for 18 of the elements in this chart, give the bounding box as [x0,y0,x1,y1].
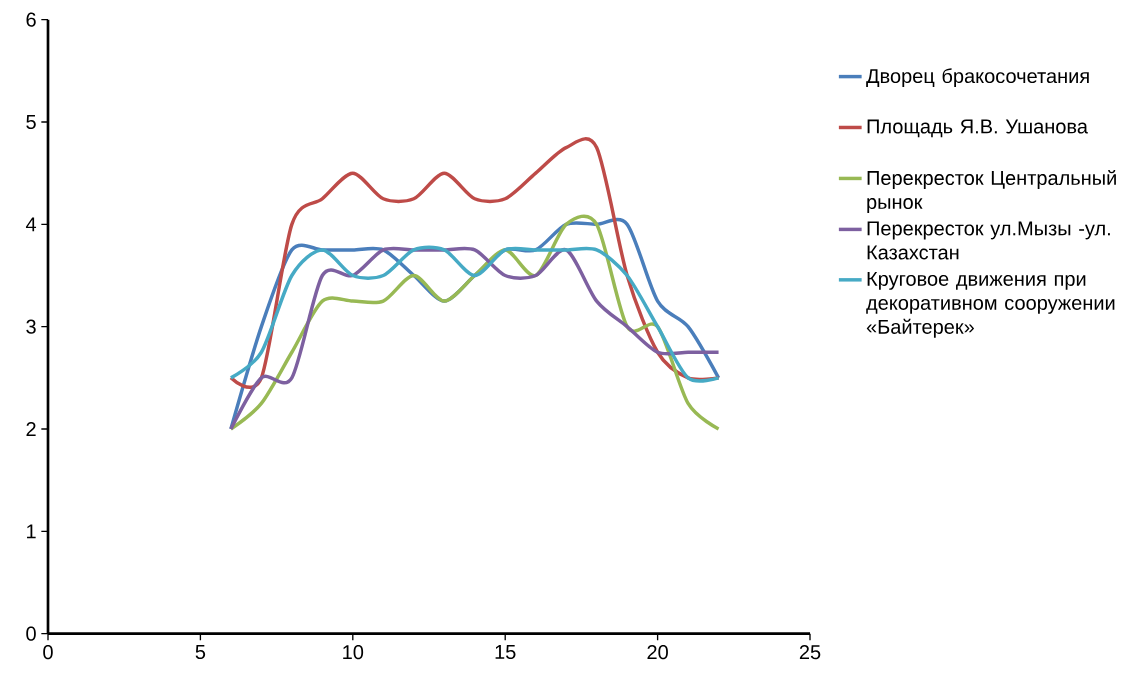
y-tick-label: 3 [26,319,36,334]
x-tick-label: 15 [495,645,516,659]
x-tick-label: 10 [343,645,364,660]
y-tick-label: 0 [26,626,36,641]
x-tick-label: 5 [195,645,206,659]
x-tick-label: 0 [43,645,53,660]
legend-label: Площадь Я.В. Ушанова [867,119,1088,138]
y-tick-label: 6 [26,12,36,27]
legend-label: Круговое движения при декоративном сооружении «Байтерек» [866,271,1115,338]
legend-label: Перекресток Центральный рынок [867,170,1116,213]
x-tick-label: 25 [799,645,821,660]
y-tick-label: 5 [26,115,36,129]
x-tick-label: 20 [647,645,668,660]
legend-label: Перекресток ул.Мызы -ул. Казахстан [867,221,1110,260]
y-tick-label: 4 [25,217,37,232]
y-tick-label: 1 [27,524,36,539]
legend-label: Дворец бракосочетания [866,68,1089,88]
y-tick-label: 2 [26,422,36,436]
